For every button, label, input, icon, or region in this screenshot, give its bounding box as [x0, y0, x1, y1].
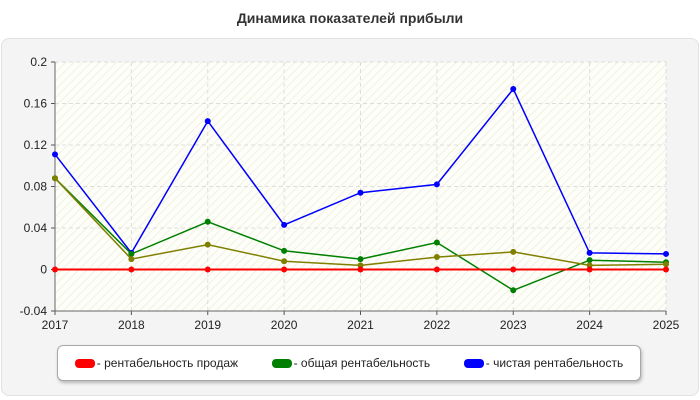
data-point-net	[663, 250, 669, 257]
y-tick-label: 0.12	[24, 138, 48, 152]
x-tick-label: 2024	[576, 318, 603, 332]
data-point-general	[433, 239, 440, 246]
y-tick-label: 0.16	[24, 97, 48, 111]
legend-item-net: - чистая рентабельность	[463, 356, 624, 370]
legend-label-sales: - рентабельность продаж	[96, 356, 239, 370]
data-point-sales	[357, 266, 364, 273]
x-tick-label: 2023	[500, 318, 527, 332]
x-tick-label: 2022	[424, 318, 451, 332]
legend-swatch-general	[271, 358, 292, 368]
legend-item-general: - общая рентабельность	[271, 356, 431, 370]
data-point-general	[128, 250, 135, 257]
y-tick-label: 0.2	[30, 55, 47, 69]
data-point-net	[281, 221, 288, 228]
data-point-sales	[433, 266, 440, 273]
data-point-sales	[510, 266, 517, 273]
x-tick-label: 2025	[653, 318, 680, 332]
data-point-net	[510, 85, 517, 92]
x-tick-label: 2020	[271, 318, 298, 332]
x-tick-label: 2018	[118, 318, 145, 332]
legend-item-sales: - рентабельность продаж	[74, 356, 239, 370]
data-point-net	[357, 189, 364, 196]
y-tick-label: 0.04	[24, 221, 48, 235]
data-point-net	[52, 151, 58, 158]
data-point-secondary	[433, 254, 440, 261]
x-tick-label: 2017	[42, 318, 69, 332]
y-tick-label: 0	[40, 263, 47, 277]
data-point-secondary	[128, 256, 135, 263]
data-point-secondary	[281, 258, 288, 265]
data-point-general	[586, 257, 593, 264]
data-point-sales	[663, 266, 669, 273]
data-point-sales	[128, 266, 135, 273]
legend-label-general: - общая рентабельность	[293, 356, 431, 370]
x-tick-label: 2019	[194, 318, 221, 332]
data-point-net	[433, 181, 440, 188]
data-point-general	[357, 256, 364, 263]
data-point-general	[510, 287, 517, 294]
data-point-secondary	[357, 262, 364, 269]
data-point-general	[281, 247, 288, 254]
data-point-secondary	[586, 262, 593, 269]
data-point-secondary	[663, 261, 669, 268]
data-point-net	[586, 249, 593, 256]
data-point-general	[204, 218, 211, 225]
legend-label-net: - чистая рентабельность	[485, 356, 624, 370]
data-point-sales	[281, 266, 288, 273]
legend: - рентабельность продаж - общая рентабел…	[57, 345, 641, 381]
data-point-net	[204, 118, 211, 125]
x-tick-label: 2021	[347, 318, 374, 332]
legend-swatch-net	[463, 358, 484, 368]
data-point-sales	[586, 266, 593, 273]
data-point-secondary	[204, 241, 211, 248]
legend-swatch-sales	[74, 358, 95, 368]
y-tick-label: 0.08	[24, 180, 48, 194]
y-tick-label: -0.04	[20, 304, 48, 318]
data-point-sales	[204, 266, 211, 273]
chart-title: Динамика показателей прибыли	[236, 10, 464, 26]
data-point-secondary	[510, 248, 517, 255]
data-point-secondary	[52, 175, 58, 182]
data-point-sales	[52, 266, 58, 273]
